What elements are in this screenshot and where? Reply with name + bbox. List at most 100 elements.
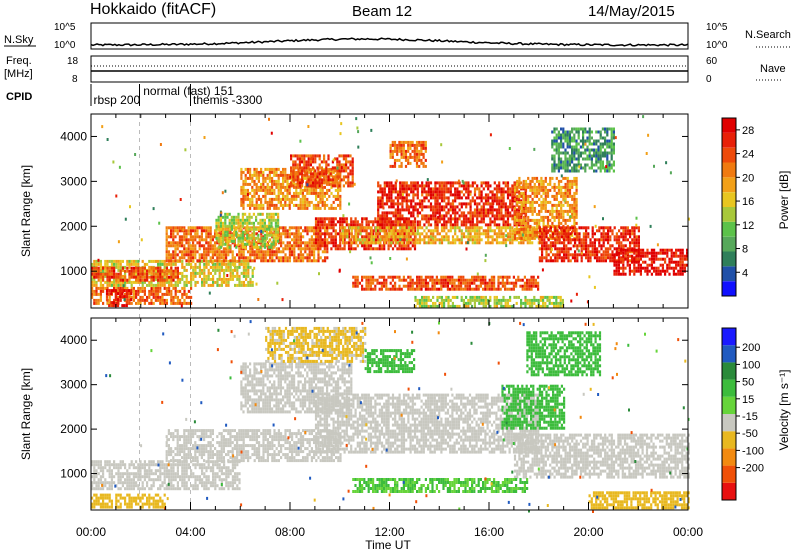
heatmap-cell <box>262 188 265 192</box>
heatmap-cell <box>488 287 491 291</box>
heatmap-cell <box>307 178 310 182</box>
heatmap-cell <box>274 224 277 228</box>
heatmap-cell <box>377 214 380 218</box>
heatmap-cell <box>367 275 370 279</box>
heatmap-cell <box>475 278 478 282</box>
heatmap-cell <box>290 184 293 188</box>
heatmap-cell <box>497 284 500 288</box>
heatmap-cell <box>405 244 408 248</box>
heatmap-cell <box>392 211 395 215</box>
heatmap-cell <box>347 247 351 251</box>
heatmap-cell <box>565 247 568 251</box>
heatmap-cell <box>112 289 115 293</box>
heatmap-cell <box>240 173 243 177</box>
heatmap-cell <box>286 179 289 183</box>
heatmap-cell <box>152 301 155 305</box>
heatmap-cell <box>407 229 411 233</box>
heatmap-cell <box>262 206 265 210</box>
heatmap-cell <box>423 205 426 209</box>
heatmap-cell <box>170 229 173 233</box>
heatmap-cell <box>187 256 190 260</box>
heatmap-cell <box>407 199 411 203</box>
heatmap-cell <box>527 218 530 222</box>
heatmap-cell <box>148 301 151 305</box>
heatmap-cell <box>159 289 162 293</box>
heatmap-cell <box>327 175 330 179</box>
heatmap-cell <box>429 187 433 191</box>
heatmap-cell <box>442 275 445 279</box>
heatmap-cell <box>271 253 274 257</box>
heatmap-cell <box>222 221 225 225</box>
heatmap-cell <box>500 217 503 221</box>
heatmap-cell <box>323 181 326 185</box>
heatmap-cell <box>126 278 129 282</box>
heatmap-cell <box>274 233 277 237</box>
heatmap-cell <box>236 277 239 281</box>
heatmap-cell <box>205 274 208 278</box>
heatmap-cell <box>565 235 568 239</box>
heatmap-cell <box>245 283 248 287</box>
heatmap-cell <box>516 215 519 219</box>
heatmap-cell <box>510 287 513 291</box>
heatmap-cell <box>104 265 107 269</box>
heatmap-cell <box>190 283 193 287</box>
heatmap-cell <box>569 247 572 251</box>
heatmap-cell <box>480 217 483 221</box>
heatmap-cell <box>250 215 253 219</box>
freq-tick-bottom: 8 <box>72 74 78 85</box>
heatmap-cell <box>520 212 523 216</box>
heatmap-cell <box>288 203 291 207</box>
heatmap-cell <box>233 244 236 248</box>
heatmap-cell <box>257 233 260 237</box>
heatmap-cell <box>319 238 322 242</box>
heatmap-cell <box>240 256 243 260</box>
heatmap-cell <box>314 226 318 230</box>
heatmap-cell <box>575 221 578 225</box>
heatmap-cell <box>560 179 563 183</box>
heatmap-cell <box>242 262 245 266</box>
heatmap-cell <box>325 217 329 221</box>
heatmap-cell <box>321 241 324 245</box>
heatmap-cell <box>174 226 177 230</box>
heatmap-cell <box>385 184 389 188</box>
heatmap-cell <box>189 256 192 260</box>
heatmap-cell <box>526 287 529 291</box>
heatmap-cell <box>381 202 384 206</box>
heatmap-cell <box>339 206 342 210</box>
heatmap-cell <box>236 283 239 287</box>
heatmap-cell <box>309 169 312 173</box>
heatmap-cell <box>220 280 223 284</box>
heatmap-cell <box>339 194 342 198</box>
heatmap-cell <box>167 235 170 239</box>
heatmap-cell <box>205 247 208 251</box>
heatmap-cell <box>288 182 291 186</box>
cpid-label: CPID <box>6 91 32 103</box>
heatmap-cell <box>203 271 206 275</box>
heatmap-cell <box>275 170 278 174</box>
heatmap-cell <box>396 152 399 156</box>
heatmap-cell <box>347 241 351 245</box>
heatmap-cell <box>317 253 320 257</box>
heatmap-cell <box>200 238 203 242</box>
heatmap-cell <box>522 241 525 245</box>
heatmap-cell <box>334 178 337 182</box>
heatmap-cell <box>205 241 208 245</box>
heatmap-cell <box>366 232 369 236</box>
heatmap-cell <box>226 230 229 234</box>
heatmap-cell <box>415 143 419 147</box>
heatmap-cell <box>306 191 309 195</box>
heatmap-cell <box>187 241 190 245</box>
heatmap-cell <box>304 229 307 233</box>
heatmap-cell <box>174 244 177 248</box>
heatmap-cell <box>128 277 131 281</box>
heatmap-cell <box>288 173 291 177</box>
heatmap-cell <box>198 235 201 239</box>
heatmap-cell <box>379 199 382 203</box>
heatmap-cell <box>381 190 384 194</box>
heatmap-cell <box>511 238 514 242</box>
heatmap-cell <box>295 241 298 245</box>
heatmap-cell <box>301 188 304 192</box>
heatmap-cell <box>390 181 393 185</box>
heatmap-cell <box>277 185 280 189</box>
heatmap-cell <box>381 235 384 239</box>
